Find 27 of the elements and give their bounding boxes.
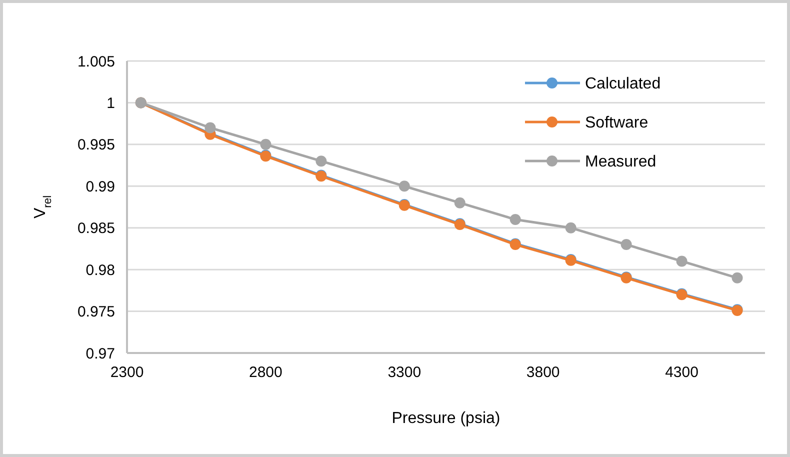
x-tick-label: 3300	[388, 364, 422, 381]
legend-label: Calculated	[585, 76, 661, 93]
y-tick-label: 0.99	[86, 178, 115, 196]
legend-label: Measured	[585, 154, 656, 171]
point	[676, 256, 688, 267]
point	[204, 122, 216, 134]
y-tick-label: 0.98	[86, 262, 115, 279]
point	[260, 138, 272, 150]
y-tick-label: 0.985	[77, 220, 115, 238]
x-tick-label: 3800	[526, 364, 560, 381]
legend-label: Software	[585, 114, 648, 132]
point	[732, 272, 743, 284]
point	[454, 197, 466, 208]
y-tick-label: 1	[106, 94, 115, 112]
y-tick-label: 0.995	[77, 136, 115, 154]
x-axis-title: Pressure (psia)	[392, 410, 500, 427]
x-tick-label: 2800	[249, 364, 282, 381]
y-tick-label: 0.97	[86, 345, 115, 362]
y-tick-label: 1.005	[77, 53, 115, 70]
point	[510, 214, 521, 226]
x-tick-label: 4300	[665, 364, 698, 381]
point	[565, 222, 576, 234]
point	[620, 239, 632, 250]
x-tick-label: 2300	[110, 364, 144, 381]
y-tick-label: 0.975	[77, 304, 115, 321]
point	[316, 156, 327, 167]
point	[398, 180, 410, 192]
